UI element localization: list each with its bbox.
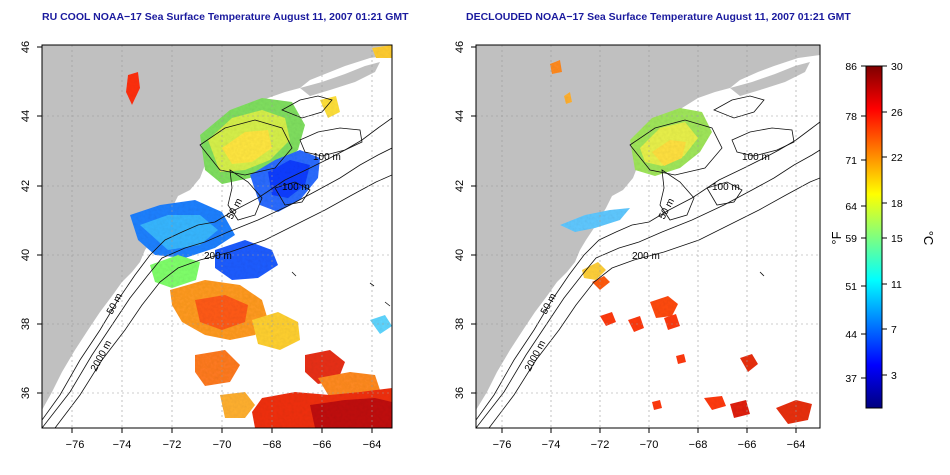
left-sst-map: 100 m 100 m 50 m 200 m 50 m 2000 m −76 −… bbox=[20, 41, 393, 451]
right-panel-title: DECLOUDED NOAA−17 Sea Surface Temperatur… bbox=[466, 11, 851, 23]
left-panel-title: RU COOL NOAA−17 Sea Surface Temperature … bbox=[42, 11, 409, 23]
colorbar-c-tick: 3 bbox=[891, 370, 897, 382]
lon-tick-label: −70 bbox=[640, 439, 659, 451]
lon-tick-label: −66 bbox=[313, 439, 332, 451]
isobath-label-100m-b: 100 m bbox=[712, 182, 740, 193]
colorbar-f-tick: 51 bbox=[845, 281, 857, 293]
lat-tick-label: 46 bbox=[20, 41, 32, 53]
colorbar-c-unit: °C bbox=[921, 231, 936, 246]
lon-tick-label: −76 bbox=[66, 439, 85, 451]
lat-tick-label: 46 bbox=[454, 41, 466, 53]
map-grid bbox=[476, 45, 820, 428]
colorbar-f-tick: 37 bbox=[845, 373, 857, 385]
colorbar-f-tick: 59 bbox=[845, 233, 857, 245]
sst-data-layer bbox=[550, 60, 812, 424]
lon-tick-label: −68 bbox=[263, 439, 282, 451]
colorbar-f-unit: °F bbox=[829, 231, 844, 244]
colorbar-c-tick: 30 bbox=[891, 61, 903, 73]
colorbar-c-tick: 15 bbox=[891, 233, 903, 245]
lon-tick-label: −76 bbox=[493, 439, 512, 451]
colorbar-c-tick: 18 bbox=[891, 198, 903, 210]
map-grid bbox=[42, 45, 392, 428]
colorbar-c-tick: 22 bbox=[891, 152, 903, 164]
lat-tick-label: 44 bbox=[20, 110, 32, 122]
lon-tick-label: −64 bbox=[787, 439, 806, 451]
lat-tick-label: 44 bbox=[454, 110, 466, 122]
lat-tick-label: 36 bbox=[20, 387, 32, 399]
colorbar-f-tick: 64 bbox=[845, 201, 857, 213]
right-sst-map: 100 m 100 m 50 m 200 m 50 m 2000 m −76 −… bbox=[454, 41, 821, 451]
land-mass bbox=[42, 45, 392, 410]
isobath-contours bbox=[476, 95, 820, 428]
lon-tick-label: −74 bbox=[113, 439, 132, 451]
lon-tick-label: −66 bbox=[738, 439, 757, 451]
lon-tick-label: −72 bbox=[591, 439, 610, 451]
lon-tick-label: −64 bbox=[363, 439, 382, 451]
colorbar-c-tick: 11 bbox=[891, 279, 902, 291]
lat-tick-label: 36 bbox=[454, 387, 466, 399]
sst-data-layer bbox=[126, 45, 392, 428]
isobath-label-100m-b: 100 m bbox=[282, 182, 310, 193]
temperature-colorbar: 86 78 71 64 59 51 44 37 30 26 22 18 15 1… bbox=[829, 61, 936, 409]
land-mass bbox=[476, 45, 820, 410]
isobath-label-100m-a: 100 m bbox=[742, 152, 770, 163]
nova-scotia-land bbox=[300, 62, 380, 96]
lon-tick-label: −68 bbox=[689, 439, 708, 451]
lat-tick-label: 42 bbox=[20, 180, 32, 192]
isobath-label-100m-a: 100 m bbox=[313, 152, 341, 163]
lat-tick-label: 40 bbox=[20, 249, 32, 261]
colorbar-f-tick: 78 bbox=[845, 111, 857, 123]
nova-scotia-land bbox=[730, 62, 810, 96]
lon-tick-label: −74 bbox=[542, 439, 561, 451]
isobath-contours bbox=[42, 95, 392, 428]
lat-tick-label: 38 bbox=[454, 318, 466, 330]
lat-tick-label: 42 bbox=[454, 180, 466, 192]
lon-tick-label: −70 bbox=[213, 439, 232, 451]
colorbar-c-tick: 26 bbox=[891, 107, 903, 119]
isobath-label-200m: 200 m bbox=[632, 251, 660, 262]
isobath-label-200m: 200 m bbox=[204, 251, 232, 262]
lat-tick-label: 40 bbox=[454, 249, 466, 261]
colorbar-f-tick: 86 bbox=[845, 61, 857, 73]
colorbar-c-tick: 7 bbox=[891, 324, 897, 336]
colorbar-f-tick: 44 bbox=[845, 329, 857, 341]
lon-tick-label: −72 bbox=[163, 439, 182, 451]
lat-tick-label: 38 bbox=[20, 318, 32, 330]
colorbar-f-tick: 71 bbox=[845, 155, 857, 167]
